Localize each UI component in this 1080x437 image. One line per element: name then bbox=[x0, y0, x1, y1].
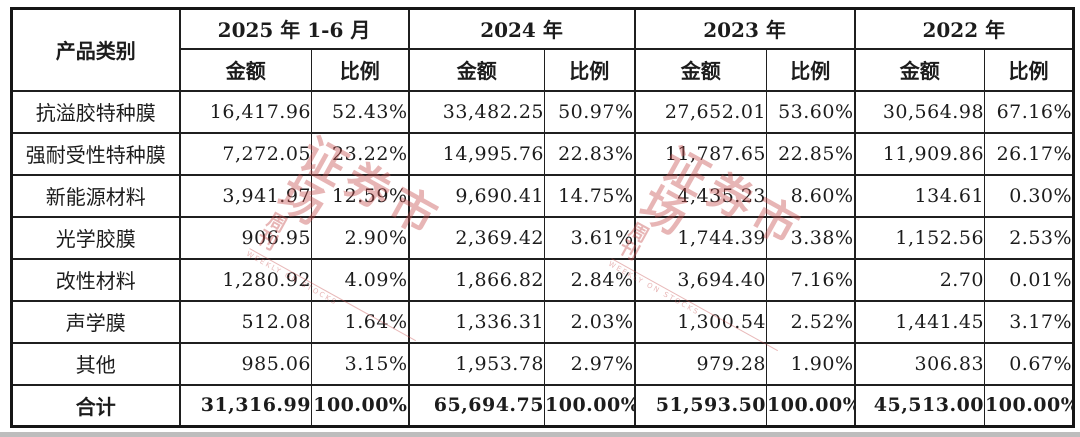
table-row: 新能源材料 3,941.97 12.59% 9,690.41 14.75% 4,… bbox=[11, 173, 1075, 218]
amount-cell: 134.61 bbox=[853, 173, 986, 218]
table-row-total: 合计 31,316.99 100.00% 65,694.75 100.00% 5… bbox=[11, 383, 1075, 428]
header-amount-2025: 金额 bbox=[178, 47, 312, 92]
amount-cell: 14,995.76 bbox=[407, 131, 545, 176]
amount-cell: 985.06 bbox=[178, 341, 312, 386]
ratio-cell: 2.52% bbox=[766, 299, 856, 344]
bottom-gray-strip bbox=[0, 432, 1080, 437]
amount-cell: 1,152.56 bbox=[853, 215, 986, 260]
ratio-cell: 3.61% bbox=[543, 215, 636, 260]
ratio-cell: 52.43% bbox=[311, 89, 409, 134]
ratio-cell: 0.30% bbox=[984, 173, 1075, 218]
total-label: 合计 bbox=[11, 383, 180, 428]
category-cell: 抗溢胶特种膜 bbox=[11, 89, 180, 134]
total-ratio-cell: 100.00% bbox=[311, 383, 409, 428]
ratio-cell: 7.16% bbox=[766, 257, 856, 302]
amount-cell: 2.70 bbox=[853, 257, 986, 302]
ratio-cell: 23.22% bbox=[311, 131, 409, 176]
header-2023: 2023 年 bbox=[633, 7, 856, 50]
category-cell: 新能源材料 bbox=[11, 173, 180, 218]
amount-cell: 1,953.78 bbox=[407, 341, 545, 386]
amount-cell: 1,744.39 bbox=[633, 215, 768, 260]
amount-cell: 3,941.97 bbox=[178, 173, 312, 218]
header-2022: 2022 年 bbox=[853, 7, 1075, 50]
total-amount-cell: 31,316.99 bbox=[178, 383, 312, 428]
total-ratio-cell: 100.00% bbox=[543, 383, 636, 428]
header-amount-2022: 金额 bbox=[853, 47, 986, 92]
amount-cell: 1,866.82 bbox=[407, 257, 545, 302]
ratio-cell: 0.01% bbox=[984, 257, 1075, 302]
total-ratio-cell: 100.00% bbox=[766, 383, 856, 428]
ratio-cell: 1.64% bbox=[311, 299, 409, 344]
ratio-cell: 1.90% bbox=[766, 341, 856, 386]
ratio-cell: 3.15% bbox=[311, 341, 409, 386]
ratio-cell: 26.17% bbox=[984, 131, 1075, 176]
ratio-cell: 2.84% bbox=[543, 257, 636, 302]
amount-cell: 906.95 bbox=[178, 215, 312, 260]
amount-cell: 16,417.96 bbox=[178, 89, 312, 134]
ratio-cell: 2.97% bbox=[543, 341, 636, 386]
total-amount-cell: 65,694.75 bbox=[407, 383, 545, 428]
amount-cell: 9,690.41 bbox=[407, 173, 545, 218]
header-ratio-2025: 比例 bbox=[311, 47, 409, 92]
amount-cell: 2,369.42 bbox=[407, 215, 545, 260]
ratio-cell: 67.16% bbox=[984, 89, 1075, 134]
header-2024: 2024 年 bbox=[407, 7, 636, 50]
amount-cell: 306.83 bbox=[853, 341, 986, 386]
header-ratio-2024: 比例 bbox=[543, 47, 636, 92]
amount-cell: 1,280.92 bbox=[178, 257, 312, 302]
category-cell: 光学胶膜 bbox=[11, 215, 180, 260]
ratio-cell: 14.75% bbox=[543, 173, 636, 218]
ratio-cell: 53.60% bbox=[766, 89, 856, 134]
header-amount-2024: 金额 bbox=[407, 47, 545, 92]
category-cell: 强耐受性特种膜 bbox=[11, 131, 180, 176]
product-revenue-table: 产品类别 2025 年 1-6 月 2024 年 2023 年 2022 年 金… bbox=[10, 7, 1076, 428]
total-ratio-cell: 100.00% bbox=[984, 383, 1075, 428]
ratio-cell: 2.53% bbox=[984, 215, 1075, 260]
table-row: 强耐受性特种膜 7,272.05 23.22% 14,995.76 22.83%… bbox=[11, 131, 1075, 176]
amount-cell: 3,694.40 bbox=[633, 257, 768, 302]
table-row: 其他 985.06 3.15% 1,953.78 2.97% 979.28 1.… bbox=[11, 341, 1075, 386]
table-row: 改性材料 1,280.92 4.09% 1,866.82 2.84% 3,694… bbox=[11, 257, 1075, 302]
ratio-cell: 8.60% bbox=[766, 173, 856, 218]
amount-cell: 512.08 bbox=[178, 299, 312, 344]
ratio-cell: 22.83% bbox=[543, 131, 636, 176]
header-row-years: 产品类别 2025 年 1-6 月 2024 年 2023 年 2022 年 bbox=[11, 7, 1075, 92]
ratio-cell: 12.59% bbox=[311, 173, 409, 218]
amount-cell: 11,909.86 bbox=[853, 131, 986, 176]
ratio-cell: 22.85% bbox=[766, 131, 856, 176]
ratio-cell: 3.38% bbox=[766, 215, 856, 260]
category-cell: 改性材料 bbox=[11, 257, 180, 302]
header-ratio-2022: 比例 bbox=[984, 47, 1075, 92]
amount-cell: 1,336.31 bbox=[407, 299, 545, 344]
category-cell: 声学膜 bbox=[11, 299, 180, 344]
header-amount-2023: 金额 bbox=[633, 47, 768, 92]
ratio-cell: 4.09% bbox=[311, 257, 409, 302]
header-2025h1: 2025 年 1-6 月 bbox=[178, 7, 409, 50]
ratio-cell: 2.90% bbox=[311, 215, 409, 260]
category-cell: 其他 bbox=[11, 341, 180, 386]
ratio-cell: 0.67% bbox=[984, 341, 1075, 386]
amount-cell: 30,564.98 bbox=[853, 89, 986, 134]
ratio-cell: 50.97% bbox=[543, 89, 636, 134]
amount-cell: 11,787.65 bbox=[633, 131, 768, 176]
amount-cell: 1,441.45 bbox=[853, 299, 986, 344]
table-row: 声学膜 512.08 1.64% 1,336.31 2.03% 1,300.54… bbox=[11, 299, 1075, 344]
total-amount-cell: 51,593.50 bbox=[633, 383, 768, 428]
amount-cell: 33,482.25 bbox=[407, 89, 545, 134]
amount-cell: 979.28 bbox=[633, 341, 768, 386]
ratio-cell: 2.03% bbox=[543, 299, 636, 344]
header-row-sub: 金额 比例 金额 比例 金额 比例 金额 比例 bbox=[12, 47, 1075, 92]
amount-cell: 4,435.23 bbox=[633, 173, 768, 218]
amount-cell: 27,652.01 bbox=[633, 89, 768, 134]
total-amount-cell: 45,513.00 bbox=[853, 383, 986, 428]
header-ratio-2023: 比例 bbox=[766, 47, 856, 92]
header-product-category: 产品类别 bbox=[11, 7, 180, 92]
amount-cell: 1,300.54 bbox=[633, 299, 768, 344]
amount-cell: 7,272.05 bbox=[178, 131, 312, 176]
table-row: 抗溢胶特种膜 16,417.96 52.43% 33,482.25 50.97%… bbox=[11, 89, 1075, 134]
table-row: 光学胶膜 906.95 2.90% 2,369.42 3.61% 1,744.3… bbox=[11, 215, 1075, 260]
ratio-cell: 3.17% bbox=[984, 299, 1075, 344]
